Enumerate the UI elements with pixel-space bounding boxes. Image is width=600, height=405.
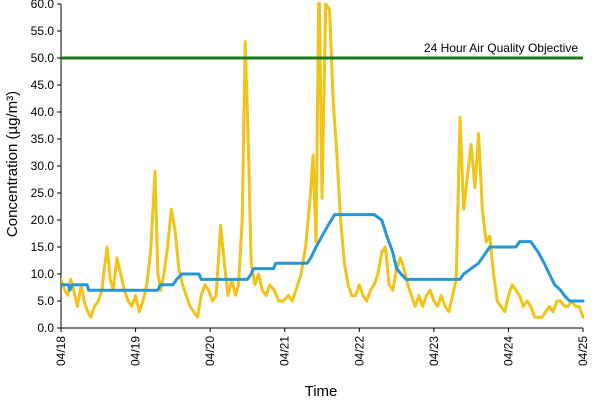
y-tick-label: 35.0 (31, 132, 55, 146)
y-tick-label: 25.0 (31, 186, 55, 200)
series-line-1 (61, 2, 585, 319)
y-tick-label: 50.0 (31, 51, 55, 65)
y-tick-label: 60.0 (31, 0, 55, 11)
x-tick-label: 04/22 (352, 336, 366, 366)
series-lines (61, 2, 585, 319)
x-tick-label: 04/19 (129, 336, 143, 366)
y-tick-label: 40.0 (31, 105, 55, 119)
x-tick-label: 04/21 (278, 336, 292, 366)
x-axis: 04/18 04/19 04/20 04/21 04/22 04/23 04/24 04/25 (54, 327, 590, 366)
x-tick-label: 04/23 (427, 336, 441, 366)
x-tick-label: 04/18 (54, 336, 68, 366)
y-tick-label: 10.0 (31, 267, 55, 281)
x-tick-label: 04/20 (203, 336, 217, 366)
y-axis: 0.0 5.0 10.0 15.0 20.0 25.0 30.0 35.0 40.0 45.0 50… (31, 0, 62, 335)
y-tick-label: 15.0 (31, 240, 55, 254)
x-axis-title: Time (305, 383, 338, 400)
y-tick-label: 45.0 (31, 78, 55, 92)
y-tick-label: 30.0 (31, 159, 55, 173)
y-tick-label: 0.0 (37, 321, 54, 335)
y-tick-label: 20.0 (31, 213, 55, 227)
y-tick-label: 55.0 (31, 24, 55, 38)
y-tick-label: 5.0 (37, 294, 54, 308)
y-axis-title: Concentration (µg/m³) (4, 91, 21, 237)
reference-line-label: 24 Hour Air Quality Objective (424, 41, 578, 55)
series-line-2 (61, 213, 585, 303)
x-tick-label: 04/25 (576, 336, 590, 366)
reference-line-group: 24 Hour Air Quality Objective (61, 41, 583, 60)
x-tick-label: 04/24 (501, 336, 515, 366)
